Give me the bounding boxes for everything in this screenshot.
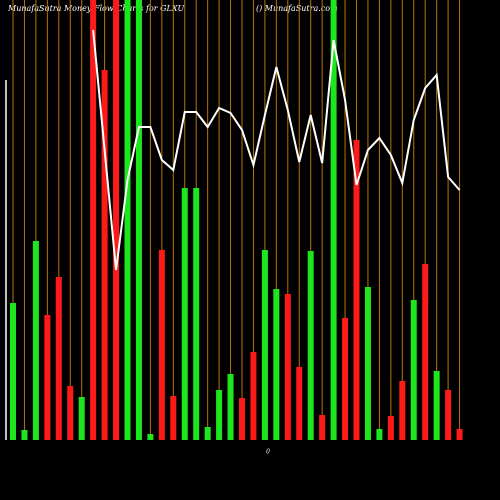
bar (67, 386, 74, 440)
bar (32, 241, 39, 440)
bar (227, 374, 234, 440)
bar (284, 294, 291, 440)
bar (376, 429, 383, 440)
bar (273, 289, 280, 440)
bar (342, 318, 349, 440)
bar (44, 315, 51, 440)
bar (204, 427, 211, 440)
bar (364, 287, 371, 440)
bar (10, 303, 16, 440)
bar (158, 250, 165, 440)
bar (239, 398, 245, 440)
bar (410, 300, 417, 440)
bar (101, 70, 108, 440)
bar (250, 352, 257, 440)
bar (78, 397, 85, 440)
bar (193, 188, 200, 440)
bar (124, 0, 131, 440)
bar (445, 390, 452, 440)
bar (170, 396, 177, 440)
bar (296, 367, 303, 440)
bar (456, 429, 463, 440)
bar (113, 0, 120, 440)
bar (307, 251, 314, 440)
bar (399, 381, 406, 440)
axis-label: 0 (266, 449, 270, 456)
bar (55, 277, 62, 440)
bar (330, 0, 337, 440)
bar (147, 434, 154, 440)
bar (433, 371, 440, 440)
bar (181, 188, 188, 440)
money-flow-line (92, 29, 461, 271)
bar (135, 0, 142, 440)
bar (21, 430, 28, 440)
bar (319, 415, 326, 440)
bar (422, 264, 429, 440)
bar (90, 0, 97, 440)
bar (261, 250, 268, 440)
bar (387, 416, 394, 440)
chart-subtitle: () MunafaSutra.com (256, 4, 338, 13)
bar (216, 390, 223, 440)
bar (353, 140, 360, 440)
